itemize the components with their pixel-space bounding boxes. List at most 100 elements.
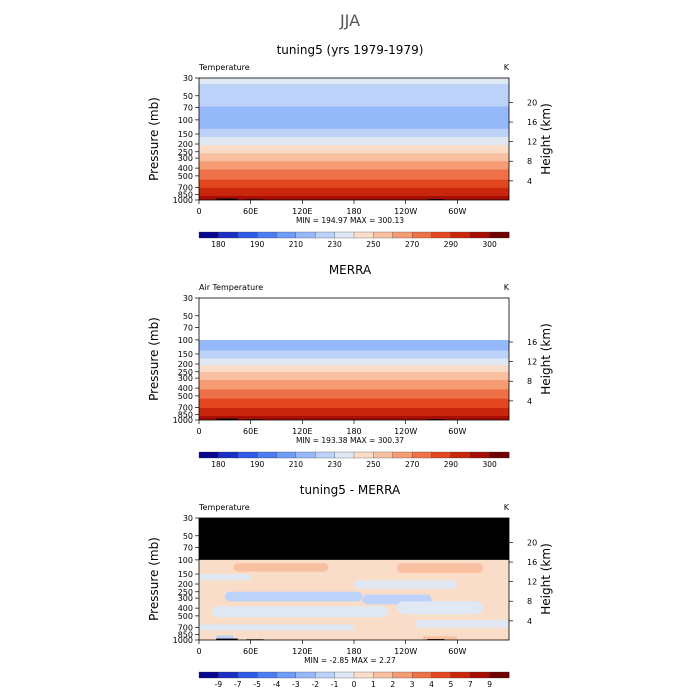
contour-band [199, 351, 509, 354]
contour-band [199, 157, 509, 160]
contour-band [199, 116, 509, 120]
contour-band [199, 183, 509, 187]
colorbar-swatch [489, 671, 510, 679]
units-label: K [504, 503, 510, 512]
colorbar-label: 270 [405, 240, 420, 249]
colorbar-swatch [411, 451, 432, 459]
colorbar-swatch [198, 231, 219, 239]
anomaly-region [397, 601, 484, 615]
contour-band [199, 153, 509, 156]
colorbar-swatch [470, 231, 491, 239]
contour-band [199, 399, 509, 402]
colorbar-swatch [256, 671, 277, 679]
contour-band [199, 411, 509, 414]
lon-tick-label: 0 [196, 427, 201, 436]
pressure-tick-label: 30 [183, 514, 193, 523]
pressure-tick-label: 50 [183, 312, 193, 321]
contour-band [199, 341, 509, 344]
colorbar-swatch [237, 231, 258, 239]
colorbar-label: -4 [273, 680, 281, 689]
anomaly-region [199, 624, 354, 631]
colorbar-swatch [334, 451, 355, 459]
y2-axis-label: Height (km) [539, 103, 553, 174]
height-tick-label: 12 [527, 358, 537, 367]
minmax-label: MIN = -2.85 MAX = 2.27 [304, 656, 396, 665]
colorbar-swatch [315, 451, 336, 459]
anomaly-region [199, 573, 251, 581]
contour-band [199, 187, 509, 191]
variable-label: Temperature [198, 63, 250, 72]
contour-band [199, 114, 509, 118]
contour-band [199, 197, 509, 200]
colorbar-swatch [276, 231, 297, 239]
pressure-tick-label: 850 [178, 630, 193, 639]
contour-band [199, 163, 509, 167]
pressure-tick-label: 300 [178, 374, 193, 383]
colorbar-label: 270 [405, 460, 420, 469]
contour-band [199, 134, 509, 138]
contour-band [199, 110, 509, 114]
pressure-tick-label: 70 [183, 323, 193, 332]
colorbar-swatch [315, 671, 336, 679]
contour-band [199, 403, 509, 406]
contour-band [199, 370, 509, 373]
pressure-tick-label: 500 [178, 172, 193, 181]
contour-band [199, 185, 509, 189]
colorbar-swatch [218, 671, 239, 679]
figure-title: JJA [339, 11, 360, 30]
contour-band [199, 86, 509, 89]
colorbar-swatch [489, 231, 510, 239]
masked-region [199, 298, 509, 340]
contour-band [199, 346, 509, 349]
field [199, 298, 509, 420]
contour-band [199, 181, 509, 185]
contour-band [199, 112, 509, 116]
contour-band [199, 387, 509, 390]
colorbar-swatch [256, 451, 277, 459]
colorbar-label: -7 [234, 680, 242, 689]
pressure-tick-label: 300 [178, 154, 193, 163]
contour-band [199, 373, 509, 376]
colorbar-label: 250 [366, 240, 381, 249]
contour-band [199, 379, 509, 382]
contour-band [199, 374, 509, 377]
contour-band [199, 173, 509, 177]
contour-band [199, 371, 509, 374]
pressure-tick-label: 250 [178, 368, 193, 377]
pressure-tick-label: 1000 [173, 636, 193, 645]
topography [427, 199, 445, 200]
pressure-tick-label: 50 [183, 532, 193, 541]
pressure-tick-label: 400 [178, 164, 193, 173]
height-tick-label: 4 [527, 177, 532, 186]
contour-band [199, 398, 509, 401]
anomaly-region [414, 619, 509, 628]
units-label: K [504, 63, 510, 72]
lon-tick-label: 180 [346, 207, 361, 216]
colorbar-label: 9 [487, 680, 492, 689]
contour-band [199, 151, 509, 154]
lon-tick-label: 0 [196, 207, 201, 216]
contour-band [199, 88, 509, 91]
colorbar-swatch [198, 671, 219, 679]
colorbar-swatch [315, 231, 336, 239]
colorbar-swatch [373, 231, 394, 239]
contour-band [199, 349, 509, 352]
contour-band [199, 354, 509, 357]
colorbar-swatch [237, 451, 258, 459]
pressure-tick-label: 70 [183, 103, 193, 112]
pressure-tick-label: 1000 [173, 196, 193, 205]
colorbar-label: 4 [429, 680, 434, 689]
colorbar-label: -2 [312, 680, 320, 689]
contour-band [199, 395, 509, 398]
contour-band [199, 345, 509, 348]
anomaly-region [354, 580, 458, 589]
contour-band [199, 382, 509, 385]
contour-band [199, 361, 509, 364]
colorbar-swatch [353, 451, 374, 459]
height-tick-label: 16 [527, 558, 537, 567]
contour-band [199, 102, 509, 106]
contour-band [199, 406, 509, 409]
